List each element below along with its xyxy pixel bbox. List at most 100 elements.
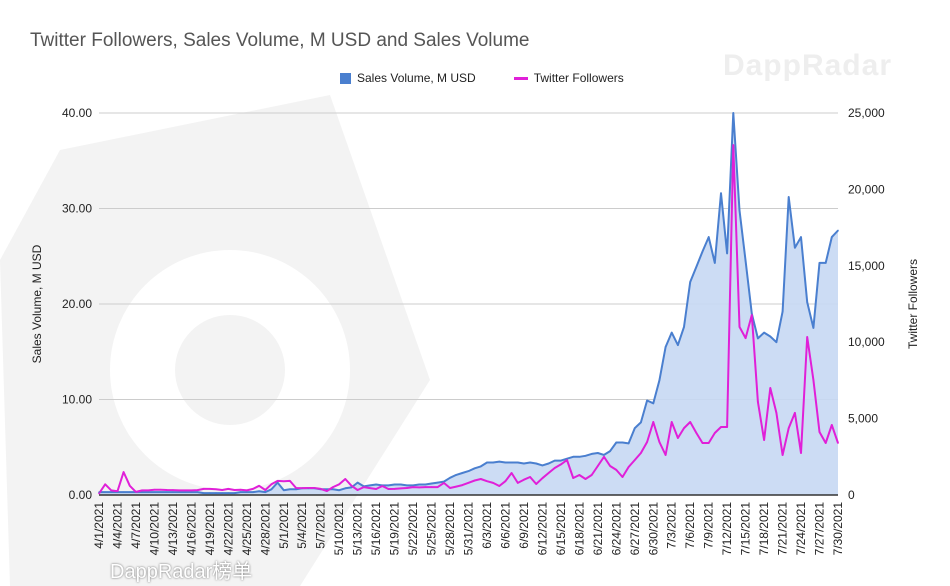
sales-point (202, 492, 205, 494)
followers-point (677, 437, 679, 439)
y2-axis-title: Twitter Followers (906, 259, 920, 349)
axes: 0.00 10.00 20.00 30.00 40.00 0 5,000 10,000 15,0… (30, 106, 920, 555)
followers-point (627, 466, 630, 468)
x-tick-label: 6/27/2021 (628, 502, 642, 556)
sales-point (787, 196, 790, 198)
sales-point (461, 472, 464, 474)
followers-point (615, 469, 618, 471)
sales-point (480, 465, 482, 468)
followers-point (689, 421, 691, 423)
sales-point (264, 491, 267, 493)
sales-point (196, 491, 199, 493)
followers-point (369, 487, 371, 489)
sales-point (406, 484, 408, 487)
x-tick-label: 7/12/2021 (720, 502, 734, 556)
followers-point (344, 478, 347, 480)
followers-point (707, 442, 710, 444)
sales-point (535, 462, 538, 465)
sales-point (369, 484, 371, 487)
followers-point (363, 486, 365, 488)
sales-point (590, 453, 593, 455)
followers-point (750, 314, 753, 316)
sales-point (572, 456, 574, 458)
sales-point (664, 346, 667, 348)
sales-point (806, 301, 809, 303)
x-tick-label: 5/19/2021 (388, 502, 402, 556)
followers-point (652, 421, 655, 423)
followers-point (350, 485, 353, 487)
followers-point (209, 488, 211, 490)
followers-point (529, 476, 531, 478)
sales-point (344, 487, 347, 490)
x-tick-label: 5/16/2021 (369, 502, 383, 556)
sales-point (412, 484, 414, 487)
x-tick-label: 6/6/2021 (498, 502, 512, 549)
legend-label-followers: Twitter Followers (533, 71, 624, 85)
sales-point (486, 461, 488, 464)
sales-point (128, 491, 131, 493)
sales-point (153, 491, 156, 493)
sales-point (701, 250, 704, 253)
sales-point (652, 402, 655, 405)
sales-point (104, 491, 106, 493)
followers-point (381, 485, 384, 487)
followers-point (246, 489, 248, 492)
followers-point (492, 482, 494, 484)
sales-point (812, 327, 815, 329)
followers-point (282, 480, 285, 483)
followers-point (547, 472, 550, 474)
followers-point (553, 467, 556, 469)
x-tick-label: 6/12/2021 (535, 502, 549, 556)
sales-point (529, 461, 531, 464)
followers-point (276, 480, 279, 482)
followers-point (486, 480, 488, 483)
legend-swatch-followers (513, 76, 528, 80)
followers-point (646, 441, 648, 443)
followers-point (252, 488, 254, 490)
followers-point (597, 465, 599, 467)
followers-point (720, 426, 722, 428)
y-axis-title: Sales Volume, M USD (30, 244, 44, 363)
sales-point (720, 192, 722, 195)
followers-point (332, 486, 334, 488)
sales-point (541, 464, 544, 467)
sales-point (714, 262, 716, 264)
y-tick-label: 10.00 (62, 393, 92, 407)
x-tick-label: 5/10/2021 (332, 502, 346, 556)
x-tick-label: 4/1/2021 (92, 502, 106, 549)
followers-point (633, 459, 636, 461)
sales-point (424, 483, 427, 486)
sales-point (418, 483, 421, 486)
x-tick-label: 6/18/2021 (572, 502, 586, 556)
followers-point (424, 486, 427, 488)
followers-point (387, 488, 390, 490)
sales-point (523, 462, 525, 465)
wechat-watermark: DappRadar榜单 (110, 561, 253, 583)
followers-point (356, 489, 359, 491)
followers-point (603, 456, 605, 458)
sales-point (553, 459, 556, 462)
sales-point (326, 488, 328, 491)
followers-point (516, 482, 519, 484)
sales-point (609, 450, 611, 452)
sales-point (356, 481, 359, 484)
followers-point (738, 326, 741, 328)
x-tick-label: 5/31/2021 (462, 502, 476, 556)
followers-point (313, 487, 316, 489)
sales-point (122, 491, 125, 493)
sales-point (498, 460, 501, 463)
followers-point (215, 488, 217, 490)
followers-point (196, 489, 199, 491)
sales-point (750, 312, 753, 315)
followers-point (837, 442, 839, 444)
sales-point (547, 462, 550, 465)
x-tick-label: 4/13/2021 (166, 502, 180, 556)
followers-point (122, 471, 125, 473)
y2-tick-label: 10,000 (848, 335, 885, 349)
sales-point (516, 461, 519, 464)
x-tick-label: 7/9/2021 (702, 502, 716, 549)
followers-point (418, 486, 421, 489)
sales-point (449, 477, 451, 479)
followers-point (221, 489, 223, 491)
followers-point (621, 476, 624, 478)
